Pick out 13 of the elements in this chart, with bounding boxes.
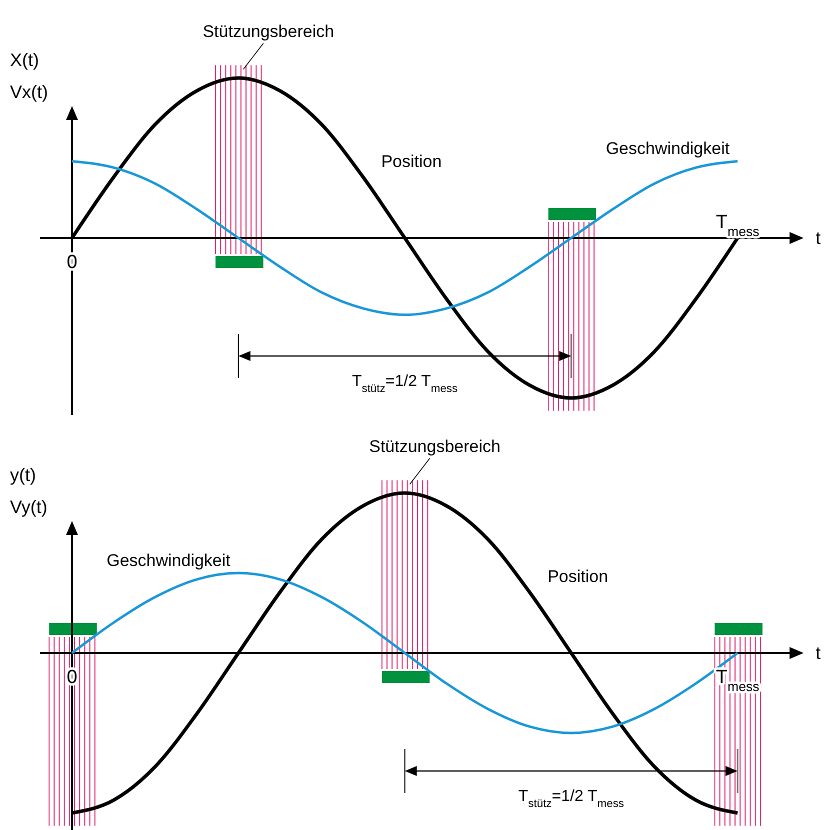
y-axis-title: y(t) Vy(t) <box>10 465 48 517</box>
text: Stützungsbereich <box>369 437 500 456</box>
series-label: Position <box>381 152 442 172</box>
series-label: Geschwindigkeit <box>106 551 231 570</box>
text: Stützungsbereich <box>202 22 334 42</box>
series-label: Position <box>548 567 608 586</box>
series-label: Geschwindigkeit <box>606 139 730 158</box>
annotation: T$_{stütz}$=1/2 T$_{mess}$ <box>352 373 458 395</box>
y-axis-title: X(t) Vx(t) <box>10 50 48 102</box>
x-tick-label: T$_{mess}$ <box>716 212 760 238</box>
x-axis-title: t <box>816 643 821 663</box>
x-axis-title: t <box>816 228 821 248</box>
annotation: T$_{stütz}$=1/2 T$_{mess}$ <box>518 788 624 810</box>
